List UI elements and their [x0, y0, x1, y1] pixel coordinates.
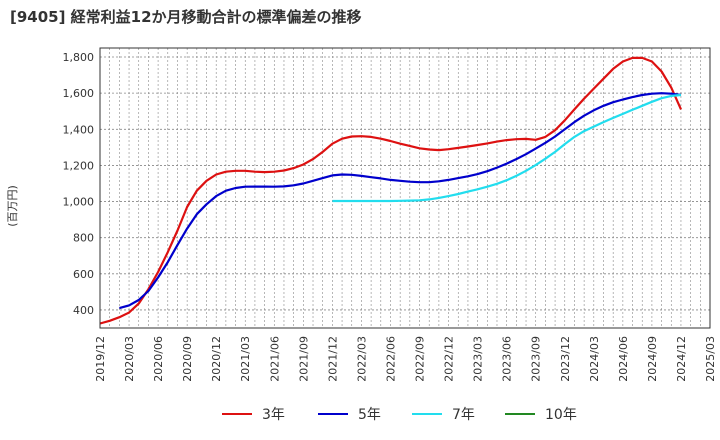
- x-tick-label: 2022/12: [443, 336, 456, 382]
- x-tick-label: 2020/03: [123, 336, 136, 382]
- plot-frame: [99, 47, 711, 329]
- x-tick-label: 2022/03: [355, 336, 368, 382]
- x-tick-label: 2020/09: [181, 336, 194, 382]
- legend-swatch: [412, 413, 442, 415]
- y-tick-label: 400: [73, 304, 94, 317]
- y-tick-label: 1,000: [63, 196, 95, 209]
- y-tick-label: 600: [73, 268, 94, 281]
- x-tick-label: 2024/06: [617, 336, 630, 382]
- x-tick-label: 2022/06: [384, 336, 397, 382]
- x-tick-label: 2019/12: [94, 336, 107, 382]
- series-line-5年: [119, 92, 682, 310]
- x-tick-label: 2021/12: [326, 336, 339, 382]
- x-tick-label: 2023/03: [472, 336, 485, 382]
- x-tick-label: 2022/09: [414, 336, 427, 382]
- series-line-7年: [332, 93, 682, 203]
- x-tick-label: 2023/06: [501, 336, 514, 382]
- legend-swatch: [222, 413, 252, 415]
- legend-label: 5年: [358, 407, 381, 423]
- y-tick-label: 1,200: [63, 159, 95, 172]
- y-tick-label: 800: [73, 232, 94, 245]
- legend-swatch: [318, 413, 348, 415]
- x-tick-label: 2021/09: [297, 336, 310, 382]
- x-tick-label: 2021/06: [268, 336, 281, 382]
- y-axis-label: (百万円): [6, 185, 19, 227]
- x-tick-label: 2025/03: [704, 336, 717, 382]
- legend-swatch: [505, 413, 535, 415]
- y-tick-label: 1,400: [63, 123, 95, 136]
- x-tick-label: 2023/12: [559, 336, 572, 382]
- grid: [100, 48, 710, 328]
- legend-item: 10年: [505, 404, 577, 424]
- series-lines: [99, 56, 683, 325]
- legend-item: 3年: [222, 404, 285, 424]
- legend-item: 7年: [412, 404, 475, 424]
- axes: 400 600 800 1,000 1,200 1,400 1,600 1,800 2019/1…: [63, 47, 717, 382]
- x-tick-label: 2024/09: [646, 336, 659, 382]
- legend-label: 10年: [545, 407, 577, 423]
- x-tick-label: 2020/06: [152, 336, 165, 382]
- x-tick-label: 2023/09: [530, 336, 543, 382]
- y-tick-label: 1,600: [63, 87, 95, 100]
- legend-item: 5年: [318, 404, 381, 424]
- x-tick-label: 2024/12: [675, 336, 688, 382]
- chart-title: [9405] 経常利益12か月移動合計の標準偏差の推移: [10, 8, 362, 26]
- x-tick-label: 2024/03: [588, 336, 601, 382]
- series-line-3年: [99, 56, 683, 325]
- line-chart: 400 600 800 1,000 1,200 1,400 1,600 1,800 2019/1…: [6, 47, 717, 382]
- x-tick-label: 2020/12: [210, 336, 223, 382]
- legend-label: 7年: [452, 407, 475, 423]
- legend-label: 3年: [262, 407, 285, 423]
- y-tick-label: 1,800: [63, 51, 95, 64]
- x-tick-label: 2021/03: [239, 336, 252, 382]
- legend: 3年 5年 7年 10年: [0, 400, 720, 430]
